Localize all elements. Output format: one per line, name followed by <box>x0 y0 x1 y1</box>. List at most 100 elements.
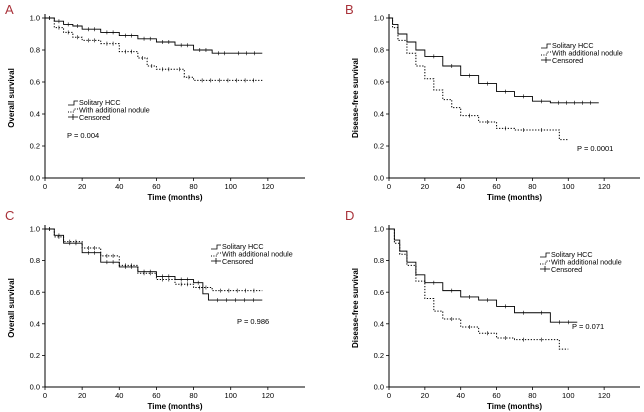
x-axis-label: Time (months) <box>487 402 542 411</box>
legend-swatch-dotted <box>68 108 78 113</box>
p-value-label: P = 0.0001 <box>577 144 613 153</box>
panel-letter-c: C <box>5 208 15 223</box>
legend-entry-additional-nodule: With additional nodule <box>552 49 623 58</box>
km-panel-b: 0.0 0.2 0.4 0.6 0.8 1.0 0 20 40 60 80 100 120 Time (m… <box>351 14 640 202</box>
legend-swatch-solid <box>211 244 221 250</box>
p-value-label: P = 0.071 <box>572 322 604 331</box>
legend-entry-additional-nodule: With additional nodule <box>79 106 150 115</box>
y-tick-label: 1.0 <box>30 14 40 23</box>
y-tick-label: 0.4 <box>30 319 40 328</box>
legend-entry-censored: Censored <box>79 113 110 122</box>
y-tick-label: 0.2 <box>30 351 40 360</box>
panel-letter-d: D <box>345 208 355 223</box>
x-tick-label: 100 <box>224 391 237 400</box>
legend-entry-solitary-hcc: Solitary HCC <box>222 242 264 251</box>
x-tick-label: 60 <box>492 391 500 400</box>
legend-entry-censored: Censored <box>552 56 583 65</box>
legend-entry-additional-nodule: With additional nodule <box>222 250 293 259</box>
panel-letter-b: B <box>345 2 354 17</box>
x-tick-label: 100 <box>224 182 237 191</box>
x-tick-label: 0 <box>387 391 391 400</box>
series-solitary-hcc-curve <box>45 228 263 301</box>
series-solitary-hcc-curve <box>45 17 263 54</box>
x-tick-label: 100 <box>562 391 575 400</box>
y-tick-label: 0.8 <box>374 256 384 265</box>
km-panel-d: 0.0 0.2 0.4 0.6 0.8 1.0 0 20 40 60 80 100 120 Time (m… <box>351 225 640 411</box>
legend-swatch-dotted <box>540 260 550 265</box>
x-tick-label: 80 <box>189 182 197 191</box>
x-tick-label: 0 <box>43 182 47 191</box>
x-tick-label: 20 <box>421 391 429 400</box>
x-tick-label: 20 <box>421 182 429 191</box>
y-tick-label: 0.0 <box>30 383 40 392</box>
x-tick-label: 120 <box>598 391 611 400</box>
p-value-label: P = 0.986 <box>237 317 269 326</box>
y-tick-label: 0.2 <box>374 142 384 151</box>
legend-swatch-solid <box>68 100 78 106</box>
y-tick-label: 0.0 <box>374 383 384 392</box>
y-tick-label: 0.4 <box>374 110 384 119</box>
x-tick-label: 40 <box>457 182 465 191</box>
x-tick-label: 80 <box>528 182 536 191</box>
x-tick-label: 80 <box>528 391 536 400</box>
legend-swatch-dotted <box>541 51 551 56</box>
x-tick-label: 80 <box>189 391 197 400</box>
x-tick-label: 120 <box>598 182 611 191</box>
x-tick-label: 60 <box>492 182 500 191</box>
y-tick-label: 1.0 <box>374 14 384 23</box>
x-tick-label: 0 <box>43 391 47 400</box>
x-tick-label: 40 <box>115 391 123 400</box>
y-tick-label: 0.6 <box>30 288 40 297</box>
series-additional-nodule-curve <box>45 228 263 292</box>
x-tick-label: 0 <box>387 182 391 191</box>
series-additional-nodule-curve <box>389 228 569 350</box>
legend-swatch-solid <box>540 252 550 258</box>
legend-entry-censored: Censored <box>551 265 582 274</box>
p-value-label: P = 0.004 <box>67 131 99 140</box>
x-tick-label: 60 <box>152 391 160 400</box>
y-tick-label: 0.8 <box>30 46 40 55</box>
y-tick-label: 0.8 <box>374 46 384 55</box>
x-axis-label: Time (months) <box>148 193 203 202</box>
x-axis-label: Time (months) <box>148 402 203 411</box>
y-axis-label: Overall survival <box>7 278 16 338</box>
y-tick-label: 0.0 <box>374 174 384 183</box>
y-tick-label: 0.0 <box>30 174 40 183</box>
y-axis-label: Overall survival <box>7 68 16 128</box>
x-tick-label: 40 <box>457 391 465 400</box>
x-tick-label: 20 <box>78 182 86 191</box>
panel-letter-a: A <box>5 2 14 17</box>
y-tick-label: 0.2 <box>374 351 384 360</box>
x-tick-label: 120 <box>262 391 275 400</box>
legend-entry-solitary-hcc: Solitary HCC <box>551 250 593 259</box>
y-axis-label: Disease-free survival <box>351 268 360 348</box>
y-tick-label: 0.8 <box>30 256 40 265</box>
legend-entry-censored: Censored <box>222 257 253 266</box>
y-tick-label: 0.2 <box>30 142 40 151</box>
legend-swatch-dotted <box>211 252 221 257</box>
y-axis-label: Disease-free survival <box>351 58 360 138</box>
x-tick-label: 120 <box>262 182 275 191</box>
y-tick-label: 0.4 <box>374 319 384 328</box>
x-tick-label: 20 <box>78 391 86 400</box>
y-tick-label: 0.4 <box>30 110 40 119</box>
y-tick-label: 0.6 <box>374 288 384 297</box>
series-solitary-hcc-curve <box>389 228 578 323</box>
x-axis-label: Time (months) <box>487 193 542 202</box>
x-tick-label: 40 <box>115 182 123 191</box>
x-tick-label: 60 <box>152 182 160 191</box>
series-additional-nodule-curve <box>389 17 569 141</box>
y-tick-label: 0.6 <box>374 78 384 87</box>
x-tick-label: 100 <box>562 182 575 191</box>
y-tick-label: 1.0 <box>374 225 384 234</box>
legend-entry-additional-nodule: With additional nodule <box>551 258 622 267</box>
km-panel-a: 0.0 0.2 0.4 0.6 0.8 1.0 0 20 40 60 80 100 120 Time (m… <box>7 14 305 202</box>
legend-entry-solitary-hcc: Solitary HCC <box>79 98 121 107</box>
series-additional-nodule-curve <box>45 17 263 81</box>
legend-entry-solitary-hcc: Solitary HCC <box>552 41 594 50</box>
